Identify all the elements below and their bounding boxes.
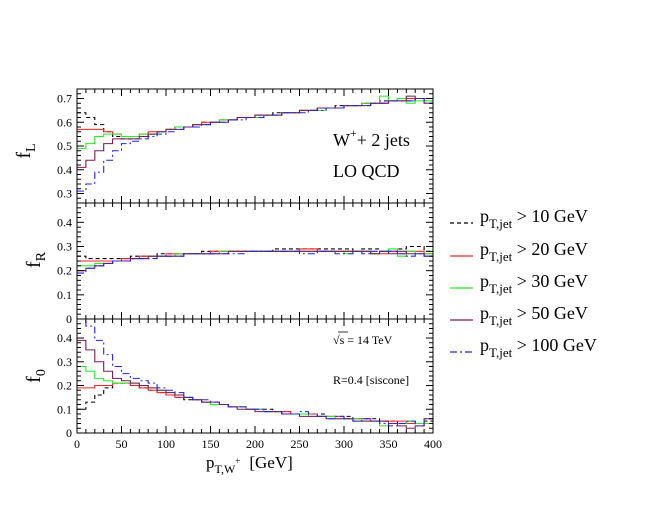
legend-label-10: pT,jet > 10 GeV [480, 206, 588, 231]
series-group-fL [77, 95, 433, 192]
x-tick-label: 0 [74, 437, 80, 451]
legend-entry-10: pT,jet > 10 GeV [450, 206, 588, 231]
legend-label-20: pT,jet > 20 GeV [480, 239, 588, 264]
y-tick-label-fR: 0.2 [57, 264, 72, 278]
annotation-order: LO QCD [333, 161, 400, 181]
x-tick-label: 100 [157, 437, 175, 451]
y-tick-label-f0: 0 [66, 426, 72, 440]
x-tick-label: 350 [380, 437, 398, 451]
legend-entry-100: pT,jet > 100 GeV [450, 335, 597, 360]
x-tick-label: 300 [335, 437, 353, 451]
legend-label-100: pT,jet > 100 GeV [480, 335, 597, 360]
x-tick-label: 50 [116, 437, 128, 451]
legend-entry-30: pT,jet > 30 GeV [450, 271, 588, 296]
series-group-fR [77, 245, 433, 274]
annotation-process: W++ 2 jets [333, 126, 410, 150]
series-line-fL-100 [77, 97, 433, 192]
y-tick-label-f0: 0.3 [57, 355, 72, 369]
series-line-f0-100 [85, 319, 433, 427]
y-tick-label-fL: 0.7 [57, 92, 72, 106]
ylabel-f0: f0 [23, 369, 49, 383]
ylabel-fL: fL [13, 143, 39, 158]
legend-entry-20: pT,jet > 20 GeV [450, 239, 588, 264]
y-tick-label-fR: 0 [66, 312, 72, 326]
y-tick-label-fL: 0.3 [57, 187, 72, 201]
x-tick-label: 400 [424, 437, 442, 451]
series-line-f0-20 [77, 382, 433, 425]
x-tick-label: 200 [246, 437, 264, 451]
annotation-jet-algo: R=0.4 [siscone] [333, 373, 409, 387]
y-tick-label-fL: 0.5 [57, 139, 72, 153]
y-tick-label-f0: 0.2 [57, 379, 72, 393]
panel-f0: 0 0.1 0.2 0.3 0.4 [57, 318, 434, 440]
x-tick-label: 150 [202, 437, 220, 451]
legend-label-30: pT,jet > 30 GeV [480, 271, 588, 296]
panels: 0.30.40.50.60.700.10.20.30.400.10.20.30.… [57, 88, 442, 451]
xlabel: pT,W+ [GeV] [206, 453, 293, 476]
y-tick-label-f0: 0.4 [57, 331, 72, 345]
y-tick-label-fR: 0.4 [57, 215, 72, 229]
annotation-energy: √s = 14 TeV [333, 333, 393, 347]
x-tick-label: 250 [291, 437, 309, 451]
series-group-f0 [77, 319, 433, 429]
ylabel-fR: fR [23, 251, 49, 268]
legend-entry-50: pT,jet > 50 GeV [450, 303, 588, 328]
y-tick-label-fL: 0.4 [57, 163, 72, 177]
y-tick-label-fL: 0.6 [57, 115, 72, 129]
panel-fL: 0.3 0.4 0.5 0.6 0.7 [57, 88, 434, 204]
legend: pT,jet > 10 GeV pT,jet > 20 GeV pT,jet >… [450, 206, 597, 360]
x-tick-labels: 0 50 100 150 200 250 300 350 400 [74, 437, 442, 451]
series-line-fR-100 [77, 250, 433, 274]
legend-label-50: pT,jet > 50 GeV [480, 303, 588, 328]
y-tick-label-f0: 0.1 [57, 402, 72, 416]
panel-fR: 0 0.1 0.2 0.3 0.4 [57, 202, 434, 326]
y-tick-label-fR: 0.1 [57, 288, 72, 302]
series-line-f0-10 [77, 382, 433, 425]
y-tick-label-fR: 0.3 [57, 240, 72, 254]
